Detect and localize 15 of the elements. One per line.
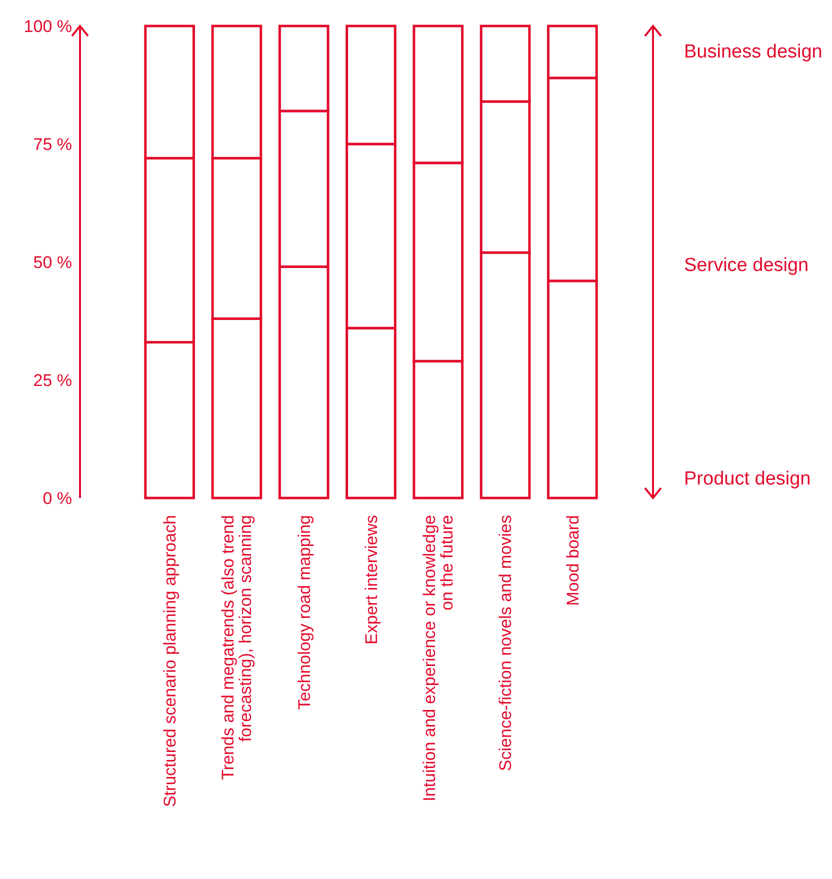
x-tick-label: Intuition and experience or knowledge on the future — [420, 515, 457, 802]
y-tick-label: 25 % — [33, 370, 72, 390]
y-tick-label: 75 % — [33, 134, 72, 154]
text: Service design — [684, 255, 809, 276]
x-tick-label: Structured scenario planning approach — [160, 515, 180, 808]
x-tick-label: Technology road mapping — [294, 515, 314, 710]
x-tick-label: Mood board — [563, 515, 582, 606]
y-tick-label: 100 % — [24, 16, 72, 36]
x-tick-label: Trends and megatrends (also trend forecasting), horizon scanning — [218, 515, 256, 780]
y-tick-label: 0 % — [42, 488, 72, 508]
x-tick-label: Science-fiction novels and movies — [496, 515, 516, 772]
x-tick-label: Expert interviews — [362, 515, 381, 644]
text: Product design — [684, 468, 811, 490]
text: Business design — [684, 42, 822, 63]
y-tick-label: 50 % — [33, 252, 72, 272]
